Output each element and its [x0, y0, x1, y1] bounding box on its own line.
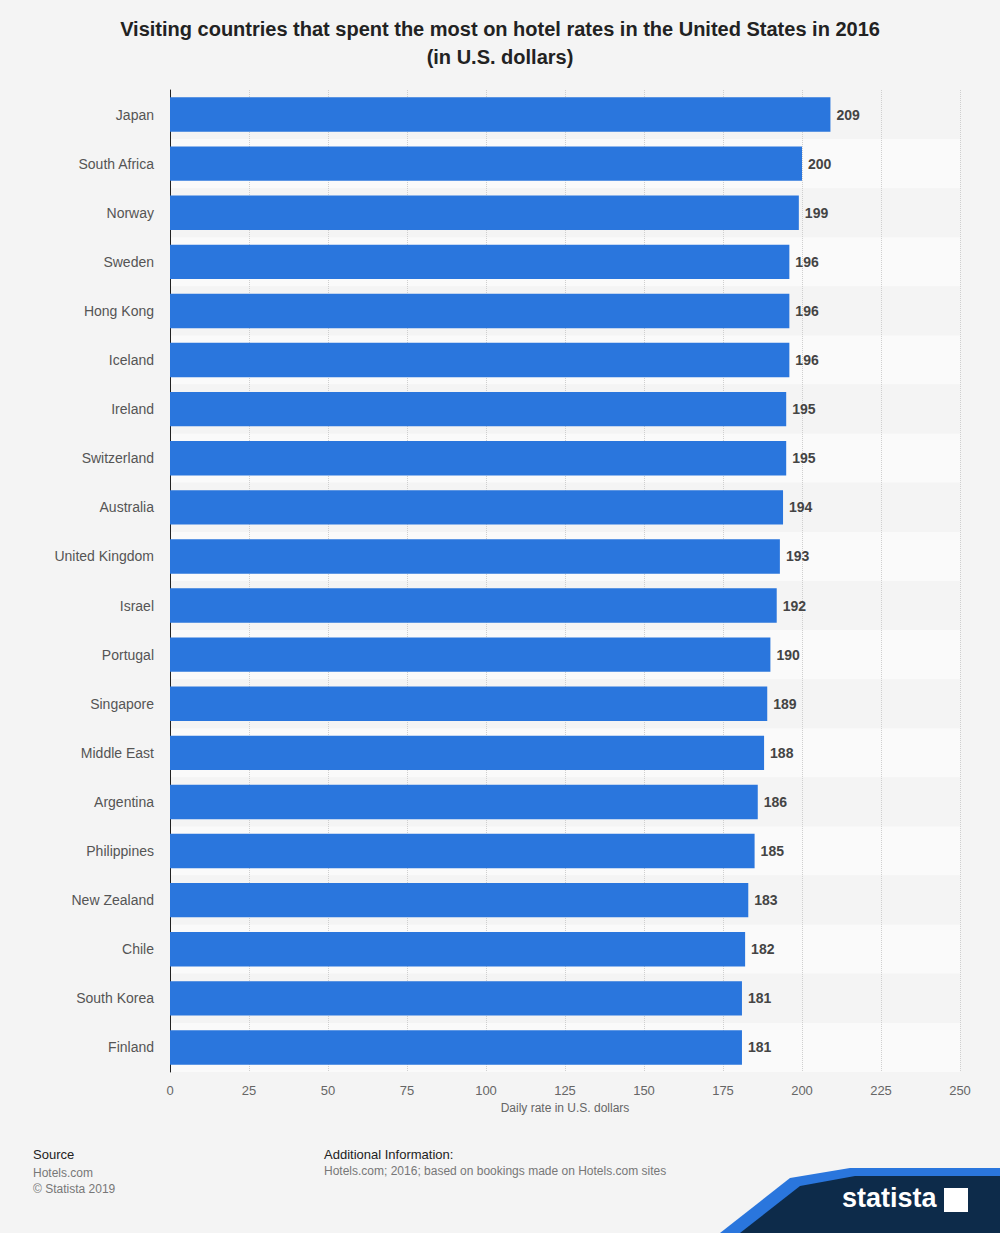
- svg-text:Middle East: Middle East: [81, 745, 154, 761]
- svg-text:Iceland: Iceland: [109, 352, 154, 368]
- svg-text:150: 150: [633, 1083, 655, 1098]
- svg-text:75: 75: [400, 1083, 414, 1098]
- svg-text:New Zealand: New Zealand: [72, 892, 155, 908]
- svg-text:Israel: Israel: [120, 598, 154, 614]
- svg-text:0: 0: [166, 1083, 173, 1098]
- svg-text:Argentina: Argentina: [94, 794, 154, 810]
- svg-text:Finland: Finland: [108, 1039, 154, 1055]
- svg-text:193: 193: [786, 548, 810, 564]
- svg-text:statista: statista: [842, 1183, 938, 1213]
- svg-text:© Statista 2019: © Statista 2019: [33, 1182, 116, 1196]
- svg-text:183: 183: [754, 892, 778, 908]
- svg-text:United Kingdom: United Kingdom: [54, 548, 154, 564]
- svg-text:181: 181: [748, 990, 772, 1006]
- svg-text:190: 190: [776, 647, 800, 663]
- svg-text:25: 25: [242, 1083, 256, 1098]
- svg-text:189: 189: [773, 696, 797, 712]
- svg-text:Hotels.com; 2016; based on boo: Hotels.com; 2016; based on bookings made…: [324, 1164, 666, 1178]
- svg-text:Source: Source: [33, 1147, 74, 1162]
- svg-text:186: 186: [764, 794, 788, 810]
- svg-text:185: 185: [761, 843, 785, 859]
- svg-text:175: 175: [712, 1083, 734, 1098]
- svg-text:192: 192: [783, 598, 807, 614]
- svg-text:(in U.S. dollars): (in U.S. dollars): [427, 46, 574, 68]
- svg-text:199: 199: [805, 205, 829, 221]
- svg-text:Australia: Australia: [100, 499, 155, 515]
- svg-text:50: 50: [321, 1083, 335, 1098]
- svg-text:196: 196: [795, 254, 819, 270]
- svg-text:195: 195: [792, 401, 816, 417]
- svg-text:100: 100: [475, 1083, 497, 1098]
- svg-text:Portugal: Portugal: [102, 647, 154, 663]
- svg-text:196: 196: [795, 352, 819, 368]
- svg-text:125: 125: [554, 1083, 576, 1098]
- svg-text:225: 225: [870, 1083, 892, 1098]
- svg-text:Visiting countries that spent: Visiting countries that spent the most o…: [120, 18, 880, 40]
- svg-text:South Korea: South Korea: [76, 990, 154, 1006]
- svg-text:182: 182: [751, 941, 775, 957]
- svg-text:Singapore: Singapore: [90, 696, 154, 712]
- svg-text:Additional Information:: Additional Information:: [324, 1147, 453, 1162]
- svg-text:Philippines: Philippines: [86, 843, 154, 859]
- svg-text:250: 250: [949, 1083, 971, 1098]
- svg-text:Norway: Norway: [107, 205, 154, 221]
- svg-text:200: 200: [791, 1083, 813, 1098]
- svg-text:Hong Kong: Hong Kong: [84, 303, 154, 319]
- svg-text:188: 188: [770, 745, 794, 761]
- svg-text:196: 196: [795, 303, 819, 319]
- svg-text:Sweden: Sweden: [103, 254, 154, 270]
- svg-text:200: 200: [808, 156, 832, 172]
- svg-text:Japan: Japan: [116, 107, 154, 123]
- svg-text:195: 195: [792, 450, 816, 466]
- svg-text:Chile: Chile: [122, 941, 154, 957]
- svg-text:Daily rate in U.S. dollars: Daily rate in U.S. dollars: [501, 1101, 630, 1115]
- svg-text:Hotels.com: Hotels.com: [33, 1166, 93, 1180]
- svg-text:181: 181: [748, 1039, 772, 1055]
- svg-text:South Africa: South Africa: [79, 156, 155, 172]
- svg-text:Ireland: Ireland: [111, 401, 154, 417]
- svg-text:194: 194: [789, 499, 813, 515]
- svg-text:209: 209: [836, 107, 860, 123]
- svg-text:Switzerland: Switzerland: [82, 450, 154, 466]
